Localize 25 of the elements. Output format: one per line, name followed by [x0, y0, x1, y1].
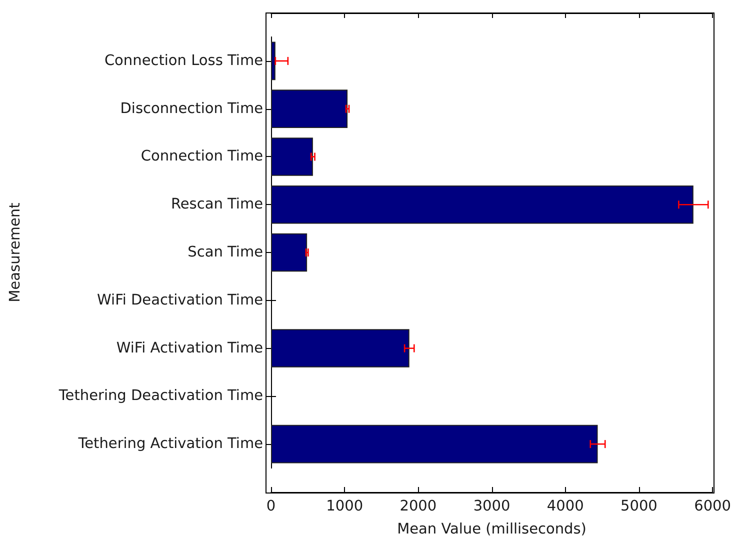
x-tick-label: 3000 — [473, 498, 510, 514]
bar — [271, 42, 276, 80]
y-tick-label: Tethering Deactivation Time — [58, 388, 264, 404]
bar — [271, 138, 313, 176]
x-tick-label: 0 — [266, 498, 276, 514]
bar — [271, 329, 410, 368]
x-tick-label: 2000 — [400, 498, 437, 514]
x-tick-label: 6000 — [694, 498, 731, 514]
bar — [271, 185, 694, 224]
y-tick-label: Disconnection Time — [120, 100, 264, 117]
x-axis-title: Mean Value (milliseconds) — [397, 522, 586, 538]
y-tick-label: WiFi Activation Time — [116, 340, 264, 356]
y-axis-title: Measurement — [8, 202, 24, 302]
y-tick-label: Rescan Time — [170, 196, 264, 213]
x-tick-label: 1000 — [326, 498, 364, 514]
x-tick-label: 5000 — [620, 498, 658, 514]
bar — [271, 424, 598, 464]
bar — [271, 90, 348, 128]
y-tick-label: Connection Time — [140, 148, 264, 165]
y-tick-label: Tethering Activation Time — [77, 436, 264, 452]
x-tick-label: 4000 — [546, 498, 584, 514]
y-tick-label: Scan Time — [188, 244, 264, 260]
y-tick-label: Connection Loss Time — [104, 52, 264, 69]
bar — [271, 233, 308, 272]
y-tick-label: WiFi Deactivation Time — [97, 292, 264, 308]
